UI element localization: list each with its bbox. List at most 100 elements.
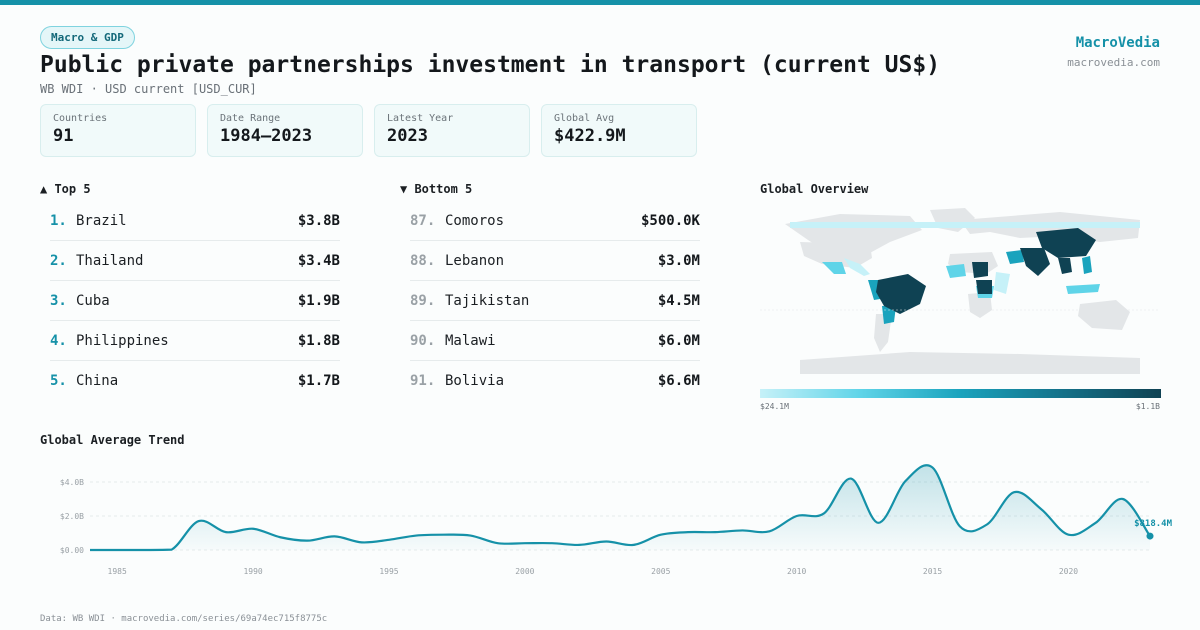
data-point: [931, 466, 933, 468]
stat-card-latest-year: Latest Year 2023: [374, 104, 530, 157]
x-tick-label: 2000: [515, 567, 534, 576]
data-point: [795, 515, 797, 517]
country-name: Comoros: [445, 212, 505, 229]
country-value: $3.4B: [297, 252, 340, 269]
country-name: Malawi: [445, 332, 496, 349]
country-value: $6.0M: [657, 332, 700, 349]
stat-card-global-avg: Global Avg $422.9M: [541, 104, 697, 157]
middle-east: [1006, 250, 1024, 264]
x-tick-label: 1995: [379, 567, 398, 576]
west-africa: [946, 264, 966, 278]
country-name: China: [76, 373, 119, 389]
land-mid: [822, 262, 1100, 298]
country-name: Bolivia: [445, 373, 505, 389]
country-value: $3.0M: [657, 252, 700, 269]
list-item[interactable]: 5. China $1.7B: [50, 361, 340, 401]
trend-line: [89, 464, 1151, 552]
list-item[interactable]: 88. Lebanon $3.0M: [410, 241, 700, 281]
stat-value: 1984–2023: [220, 126, 313, 146]
mexico: [822, 262, 846, 274]
list-item[interactable]: 2. Thailand $3.4B: [50, 241, 340, 281]
east-africa: [994, 272, 1010, 294]
y-tick-label: $4.0B: [60, 478, 84, 487]
bottom5-list: 87. Comoros $500.0K 88. Lebanon $3.0M 89…: [410, 201, 700, 401]
x-tick-label: 2020: [1059, 567, 1078, 576]
brand-url[interactable]: macrovedia.com: [1067, 56, 1160, 69]
data-point: [388, 539, 390, 541]
data-point: [578, 544, 580, 546]
rank-number: 5.: [50, 373, 67, 389]
legend-min-label: $24.1M: [760, 402, 789, 411]
country-name: Tajikistan: [445, 292, 530, 309]
arctic-band: [790, 222, 1140, 228]
category-badge[interactable]: Macro & GDP: [40, 26, 135, 49]
list-item[interactable]: 90. Malawi $6.0M: [410, 321, 700, 361]
usa: [800, 242, 872, 268]
stat-label: Countries: [53, 113, 108, 124]
philippines: [1082, 256, 1092, 274]
australia: [1078, 300, 1130, 330]
data-point: [524, 542, 526, 544]
stat-card-date-range: Date Range 1984–2023: [207, 104, 363, 157]
list-item[interactable]: 89. Tajikistan $4.5M: [410, 281, 700, 321]
data-point: [687, 531, 689, 533]
data-point: [877, 522, 879, 524]
country-value: $500.0K: [640, 212, 700, 229]
thailand: [1058, 258, 1072, 274]
map-color-legend: [760, 389, 1161, 398]
data-point: [225, 531, 227, 533]
stat-value: 2023: [387, 126, 428, 146]
data-point: [823, 512, 825, 514]
world-map[interactable]: [760, 202, 1160, 382]
india-region: [1020, 248, 1050, 276]
data-point: [1040, 508, 1042, 510]
x-tick-label: 2010: [787, 567, 806, 576]
data-point: [415, 534, 417, 536]
central-africa: [972, 262, 988, 278]
x-tick-label: 1990: [243, 567, 262, 576]
y-tick-label: $0.00: [60, 546, 84, 555]
rank-number: 88.: [410, 252, 436, 269]
last-value-label: $818.4M: [1134, 519, 1173, 529]
list-item[interactable]: 91. Bolivia $6.6M: [410, 361, 700, 401]
data-point: [850, 477, 852, 479]
stat-value: 91: [53, 126, 74, 146]
rank-number: 90.: [410, 332, 436, 349]
trend-chart[interactable]: $0.00 $2.0B $4.0B 1985 1990 1995 2000 2005 2010 2…: [40, 455, 1180, 585]
zambia: [976, 280, 992, 294]
data-point: [170, 548, 172, 550]
land-top: [876, 228, 1096, 314]
rank-number: 4.: [50, 332, 67, 349]
top5-heading: ▲ Top 5: [40, 182, 91, 196]
brand-logo[interactable]: MacroVedia: [1075, 35, 1160, 51]
data-point: [1122, 498, 1124, 500]
data-point: [496, 542, 498, 544]
bottom5-heading: ▼ Bottom 5: [400, 182, 473, 196]
x-tick-label: 1985: [108, 567, 127, 576]
argentina: [882, 306, 896, 324]
data-point: [660, 534, 662, 536]
country-value: $4.5M: [657, 292, 700, 309]
data-point: [986, 523, 988, 525]
country-value: $1.9B: [297, 292, 340, 309]
country-name: Lebanon: [445, 252, 505, 269]
list-item[interactable]: 3. Cuba $1.9B: [50, 281, 340, 321]
stat-label: Global Avg: [554, 113, 615, 124]
list-item[interactable]: 1. Brazil $3.8B: [50, 201, 340, 241]
y-tick-label: $2.0B: [60, 512, 84, 521]
country-name: Cuba: [76, 292, 110, 309]
africa-south: [968, 292, 992, 318]
data-point: [714, 531, 716, 533]
data-point: [143, 549, 145, 551]
data-point: [361, 541, 363, 543]
list-item[interactable]: 87. Comoros $500.0K: [410, 201, 700, 241]
country-value: $1.7B: [297, 373, 340, 389]
country-name: Brazil: [76, 212, 127, 229]
data-point: [252, 528, 254, 530]
data-point: [116, 549, 118, 551]
page-subtitle: WB WDI · USD current [USD_CUR]: [40, 82, 257, 96]
stat-card-countries: Countries 91: [40, 104, 196, 157]
rank-number: 89.: [410, 292, 436, 309]
country-value: $1.8B: [297, 332, 340, 349]
list-item[interactable]: 4. Philippines $1.8B: [50, 321, 340, 361]
